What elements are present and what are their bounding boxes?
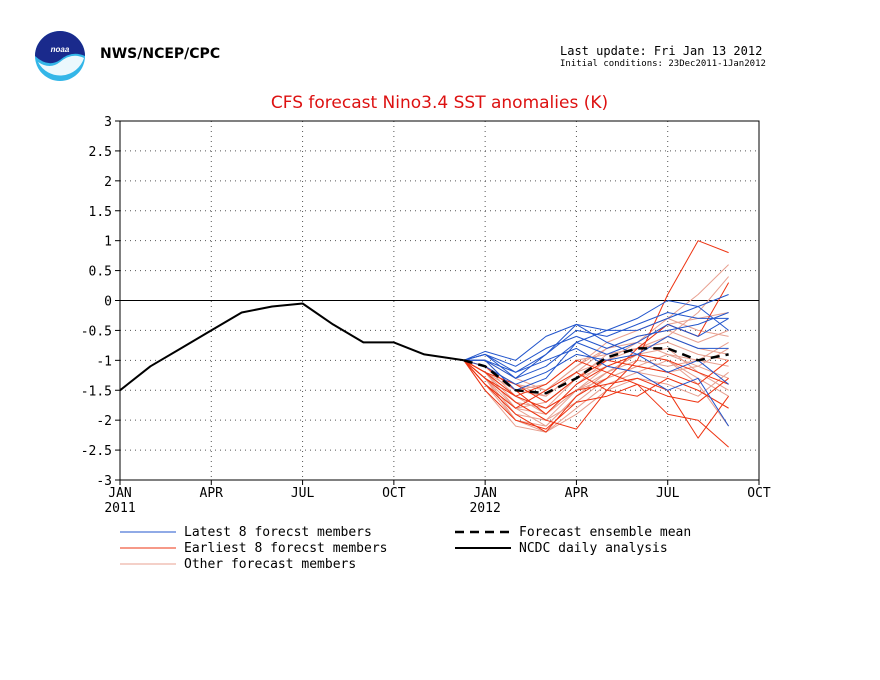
- plot-frame: [119, 120, 760, 481]
- series-line-latest: [463, 306, 729, 379]
- series-line-earliest: [463, 359, 730, 439]
- y-tick-label: 1.5: [89, 205, 112, 220]
- legend-label: Latest 8 forecst members: [184, 525, 372, 540]
- y-tick-label: 0.5: [89, 265, 112, 280]
- legend-label: NCDC daily analysis: [519, 541, 668, 556]
- y-tick-label: 2: [104, 175, 112, 190]
- series-line-earliest: [463, 360, 729, 448]
- legend-label: Forecast ensemble mean: [519, 525, 691, 540]
- series-line-latest: [463, 312, 729, 367]
- series-line-latest: [463, 317, 729, 391]
- x-tick-label: JAN: [108, 486, 131, 501]
- y-tick-label: -1: [96, 354, 112, 369]
- y-tick-label: -1.5: [81, 384, 112, 399]
- y-tick-label: 3: [104, 115, 112, 130]
- y-tick-label: 0: [104, 295, 112, 310]
- x-tick-label: APR: [565, 486, 589, 501]
- last-update-text: Last update: Fri Jan 13 2012: [560, 44, 763, 58]
- y-tick-label: 2.5: [89, 145, 112, 160]
- series-line-mean: [463, 347, 729, 395]
- series-line-latest: [463, 323, 729, 379]
- x-tick-year-label: 2012: [469, 501, 500, 516]
- initial-conditions-text: Initial conditions: 23Dec2011-1Jan2012: [560, 59, 766, 69]
- series-line-analysis: [119, 302, 464, 392]
- y-tick-label: 1: [104, 235, 112, 250]
- y-tick-label: -2.5: [81, 444, 112, 459]
- y-tick-label: -3: [96, 474, 112, 489]
- series-line-other: [463, 360, 729, 433]
- svg-text:noaa: noaa: [51, 45, 70, 54]
- x-tick-year-label: 2011: [104, 501, 135, 516]
- y-tick-label: -2: [96, 414, 112, 429]
- noaa-logo-icon: noaa: [35, 31, 85, 81]
- x-tick-label: JUL: [656, 486, 680, 501]
- agency-label: NWS/NCEP/CPC: [100, 46, 221, 62]
- series-line-earliest: [463, 359, 729, 403]
- x-tick-label: JAN: [473, 486, 496, 501]
- series-line-latest: [463, 294, 729, 361]
- x-tick-label: OCT: [747, 486, 771, 501]
- x-tick-label: APR: [200, 486, 224, 501]
- legend-label: Earliest 8 forecst members: [184, 541, 388, 556]
- x-tick-label: JUL: [291, 486, 315, 501]
- y-tick-label: -0.5: [81, 324, 112, 339]
- series-line-other: [463, 264, 729, 415]
- legend-label: Other forecast members: [184, 557, 356, 572]
- x-tick-label: OCT: [382, 486, 406, 501]
- series-line-earliest: [463, 240, 729, 430]
- chart-title: CFS forecast Nino3.4 SST anomalies (K): [271, 93, 608, 113]
